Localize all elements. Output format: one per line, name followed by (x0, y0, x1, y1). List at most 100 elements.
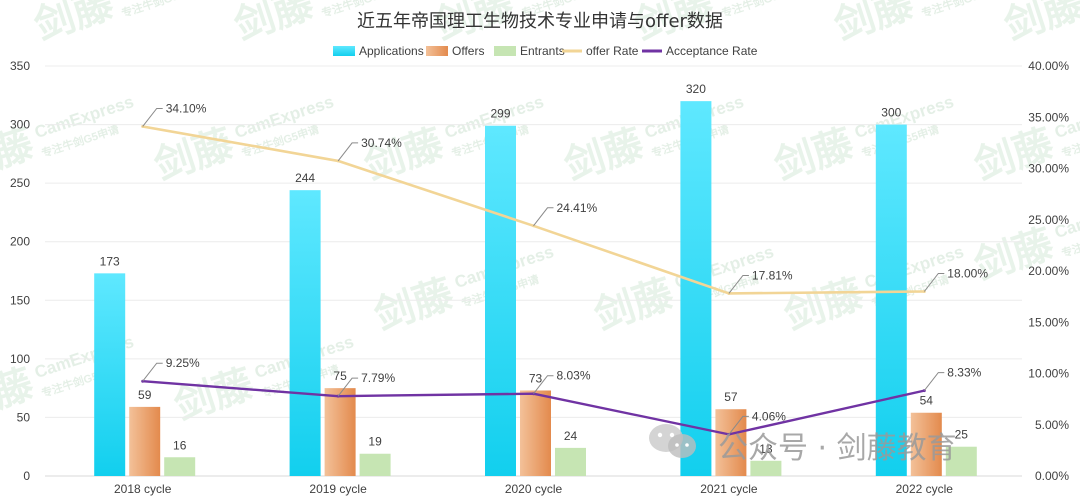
bar-series (94, 101, 977, 477)
bar-entrants (164, 457, 196, 476)
y-right-tick-label: 25.00% (1028, 213, 1069, 227)
x-axis: 2018 cycle 2019 cycle 2020 cycle 2021 cycle… (45, 475, 1022, 496)
chart-title: 近五年帝国理工生物技术专业申请与offer数据 (357, 11, 723, 32)
bar-data-label: 19 (368, 435, 382, 449)
legend-swatch (333, 46, 355, 56)
line-data-label: 30.74% (361, 136, 402, 150)
bar-offers (324, 388, 356, 476)
watermark-layer: 剑藤CamExpress专注牛剑G5申请剑藤CamExpress专注牛剑G5申请… (0, 0, 1080, 430)
bar-applications (94, 273, 126, 476)
y-right-tick-label: 40.00% (1028, 59, 1069, 73)
bar-applications (289, 190, 321, 476)
line-data-label: 18.00% (947, 267, 988, 281)
label-leader (142, 107, 163, 127)
legend-item: Acceptance Rate (642, 44, 758, 58)
watermark-brand-cn: 剑藤 (999, 0, 1080, 50)
bar-offers (910, 412, 942, 476)
y-left-tick-label: 350 (10, 59, 30, 73)
watermark-brand-cn: 剑藤 (969, 121, 1060, 190)
bar-data-label: 16 (173, 438, 187, 452)
legend-swatch (494, 46, 516, 56)
label-leader (142, 362, 163, 382)
wechat-account-text: 公众号 · 剑藤教育 (718, 431, 957, 466)
bar-data-label: 320 (686, 82, 706, 96)
wechat-icon (649, 424, 696, 458)
bar-data-label: 75 (333, 369, 347, 383)
legend-swatch (426, 46, 448, 56)
bar-entrants (750, 460, 782, 476)
y-right-tick-label: 10.00% (1028, 367, 1069, 381)
x-tick-label: 2020 cycle (505, 482, 563, 496)
y-right-tick-label: 35.00% (1028, 110, 1069, 124)
label-leader (923, 273, 945, 292)
legend-item: Entrants (494, 44, 565, 58)
bar-data-label: 13 (759, 442, 773, 456)
bar-data-label: 173 (100, 254, 120, 268)
label-leader (337, 377, 359, 397)
watermark-tagline: 专注牛剑G5申请 (120, 0, 201, 20)
bar-applications (680, 101, 712, 477)
watermark-brand-cn: 剑藤 (589, 271, 680, 340)
y-left-tick-label: 50 (17, 410, 31, 424)
legend-item: Offers (426, 44, 484, 58)
y-right-tick-label: 20.00% (1028, 264, 1069, 278)
line-data-label: 8.33% (947, 366, 981, 380)
watermark-tagline: 专注牛剑G5申请 (720, 0, 801, 20)
y-left-tick-label: 100 (10, 352, 30, 366)
bar-offers (129, 406, 161, 476)
bar-data-label: 25 (955, 428, 969, 442)
x-tick-label: 2022 cycle (896, 482, 954, 496)
bar-data-label: 73 (529, 371, 543, 385)
bar-offers (715, 409, 747, 476)
label-leader (728, 415, 749, 435)
line-data-label: 7.79% (361, 371, 395, 385)
x-tick-label: 2021 cycle (700, 482, 758, 496)
watermark-brand-cn: 剑藤 (359, 121, 450, 190)
y-left-tick-label: 300 (10, 118, 30, 132)
watermark-brand-cn: 剑藤 (769, 121, 860, 190)
bar-offers (520, 390, 551, 476)
legend-label: Applications (359, 44, 424, 58)
bar-data-label: 244 (295, 171, 315, 185)
legend-item: offer Rate (562, 44, 639, 58)
label-leader (533, 375, 554, 394)
legend-label: offer Rate (586, 44, 639, 58)
data-labels: 173 244 299 320 300 59 75 73 57 54 16 19 24 13 25 34.10… (100, 82, 989, 456)
bar-data-label: 54 (920, 394, 934, 408)
bar-data-label: 299 (490, 107, 510, 121)
y-left-tick-label: 250 (10, 176, 30, 190)
x-tick-label: 2018 cycle (114, 482, 172, 496)
y-right-tick-label: 30.00% (1028, 162, 1069, 176)
x-tick-label: 2019 cycle (309, 482, 367, 496)
watermark-brand-cn: 剑藤 (229, 0, 320, 50)
y-right-tick-label: 0.00% (1035, 469, 1069, 483)
line-data-label: 34.10% (166, 101, 207, 115)
legend-label: Entrants (520, 44, 565, 58)
legend-label: Offers (452, 44, 484, 58)
legend: Applications Offers Entrants offer Rate Acce… (333, 44, 758, 58)
watermark-brand-cn: 剑藤 (169, 361, 260, 430)
line-data-label: 9.25% (166, 356, 200, 370)
bar-data-label: 57 (724, 390, 738, 404)
wechat-watermark: 公众号 · 剑藤教育 (649, 424, 957, 466)
line-data-label: 8.03% (557, 369, 591, 383)
y-left-tick-label: 200 (10, 235, 30, 249)
y-right-tick-label: 5.00% (1035, 418, 1069, 432)
bar-applications (875, 124, 907, 477)
line-data-label: 24.41% (557, 201, 598, 215)
watermark-tagline: 专注牛剑G5申请 (920, 0, 1001, 20)
label-leader (533, 207, 554, 227)
watermark-brand-cn: 剑藤 (829, 0, 920, 50)
bar-entrants (359, 453, 391, 476)
bar-entrants (945, 446, 977, 476)
watermark-brand-cn: 剑藤 (559, 121, 650, 190)
label-leader (923, 372, 945, 391)
y-left-tick-label: 150 (10, 293, 30, 307)
